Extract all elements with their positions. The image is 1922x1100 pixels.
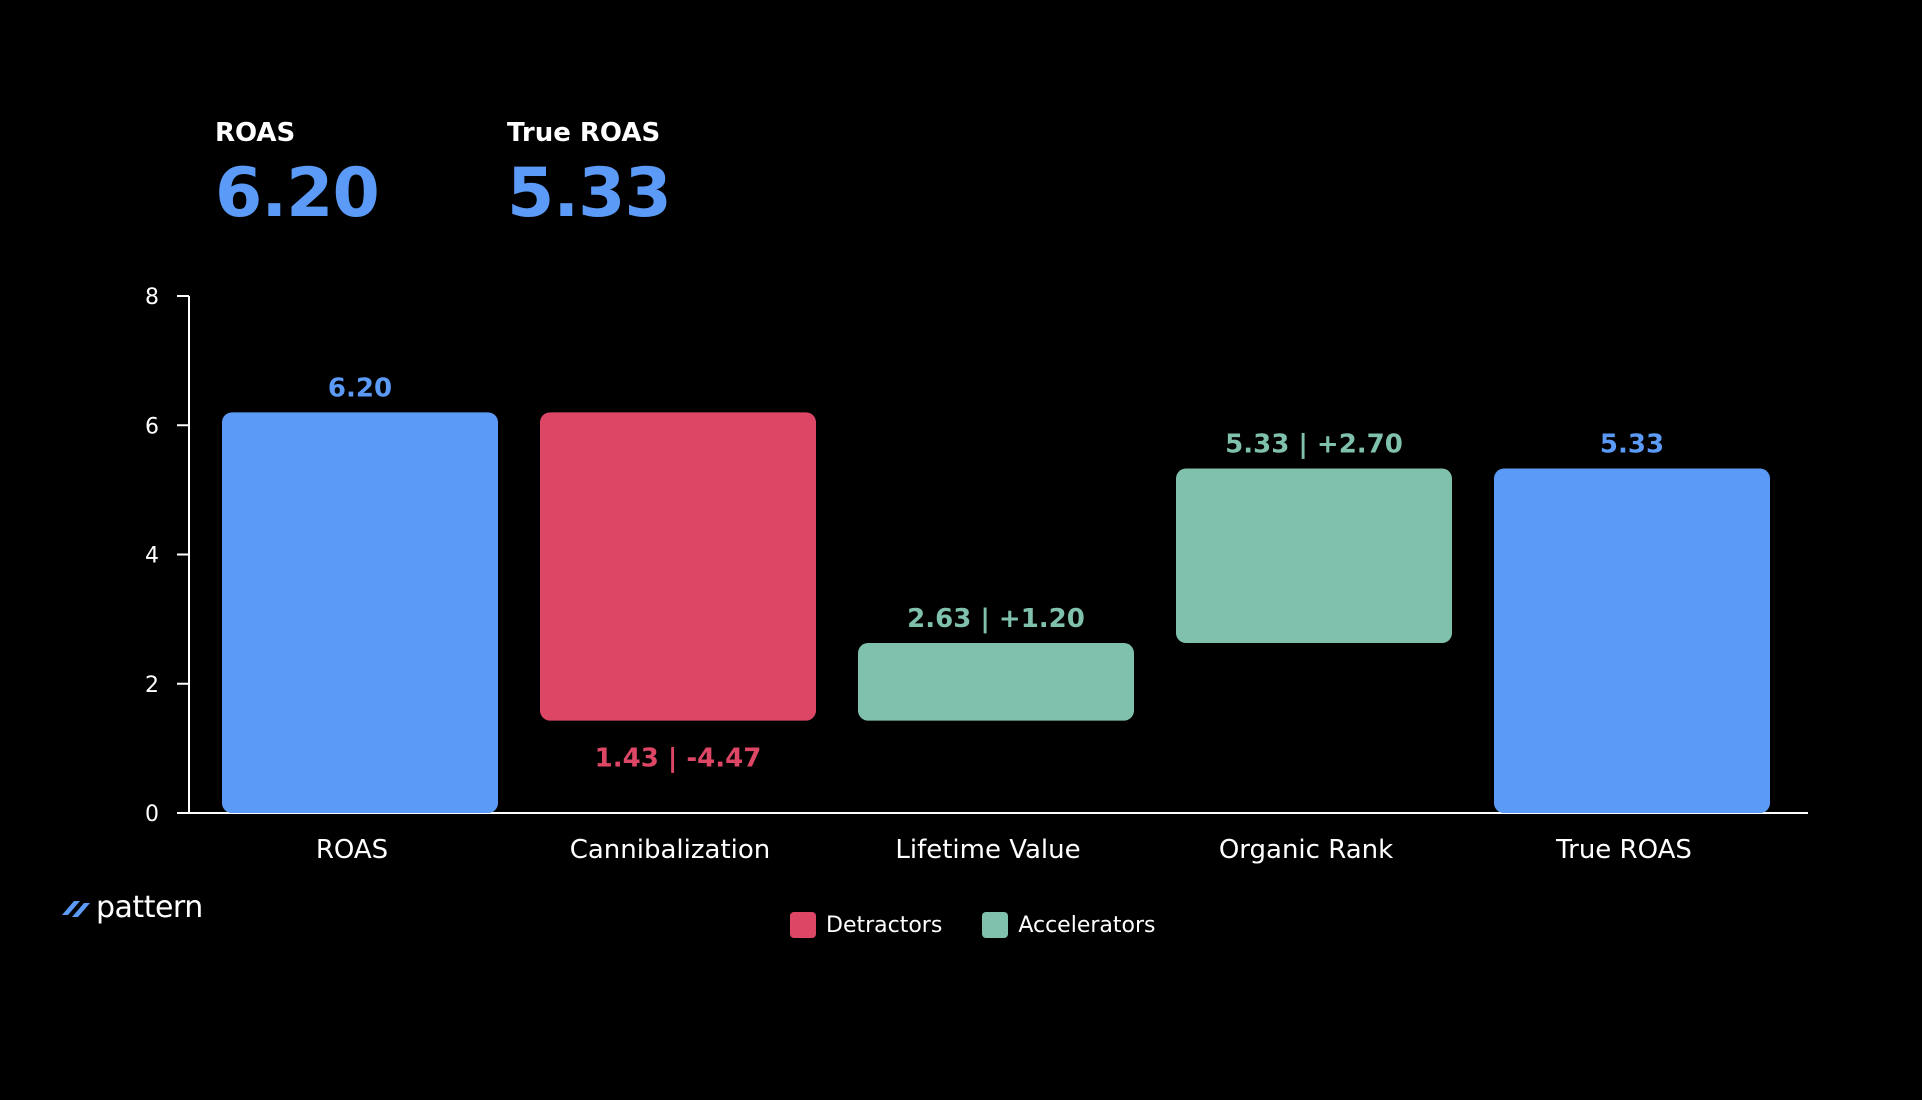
y-tick-label: 2 [145,673,159,698]
kpi-roas-label: ROAS [215,118,296,148]
chart-bars [222,412,1770,813]
chart-category-labels: ROAS Cannibalization Lifetime Value Organic… [316,835,1692,865]
chart-data-labels: 6.20 1.43 | -4.47 2.63 | +1.20 5.33 | +2.70… [328,373,1664,773]
kpi-true-roas: True ROAS 5.33 [507,118,672,233]
bar-lifetime-value [858,643,1134,721]
y-tick-label: 6 [145,414,159,439]
kpi-roas: ROAS 6.20 [215,118,380,233]
logo-text: pattern [96,890,203,925]
bar-cannibalization [540,412,816,721]
pattern-logo-icon [62,900,90,917]
y-tick-label: 0 [145,802,159,827]
bar-organic-rank [1176,468,1452,644]
legend-swatch-detractors [790,912,816,938]
y-tick-label: 4 [145,544,159,569]
kpi-roas-value: 6.20 [215,154,380,233]
kpi-true-roas-value: 5.33 [507,154,672,233]
pattern-logo: pattern [60,890,203,925]
y-axis: 0 2 4 6 8 [145,285,190,827]
category-label-lifetime-value: Lifetime Value [895,835,1080,865]
legend-item-detractors: Detractors [790,912,942,938]
legend-label-accelerators: Accelerators [1018,912,1156,938]
category-label-true-roas: True ROAS [1555,835,1692,865]
data-label-true-roas: 5.33 [1600,430,1664,460]
chart-legend: Detractors Accelerators [790,912,1155,938]
data-label-roas: 6.20 [328,373,392,403]
category-label-cannibalization: Cannibalization [570,835,771,865]
bar-true-roas [1494,468,1770,813]
bar-roas [222,412,498,813]
data-label-organic-rank: 5.33 | +2.70 [1225,430,1403,460]
kpi-true-roas-label: True ROAS [507,118,661,148]
y-tick-label: 8 [145,285,159,310]
data-label-lifetime-value: 2.63 | +1.20 [907,604,1085,634]
data-label-cannibalization: 1.43 | -4.47 [595,744,762,774]
category-label-roas: ROAS [316,835,388,865]
legend-label-detractors: Detractors [826,912,943,938]
legend-item-accelerators: Accelerators [982,912,1155,938]
category-label-organic-rank: Organic Rank [1219,835,1393,865]
legend-swatch-accelerators [982,912,1009,938]
